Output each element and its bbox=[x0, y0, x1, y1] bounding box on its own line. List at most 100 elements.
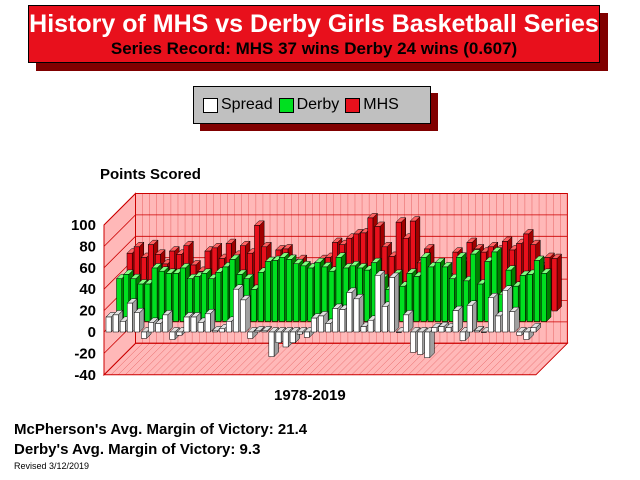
bar-spread bbox=[268, 331, 275, 357]
legend-swatch-derby bbox=[278, 97, 294, 113]
floor-grid-39 bbox=[379, 343, 412, 375]
legend-swatch-spread bbox=[203, 97, 218, 113]
y-tick-label: 20 bbox=[79, 303, 96, 320]
floor-grid-32 bbox=[330, 343, 363, 375]
bar-spread bbox=[162, 314, 169, 333]
bar-spread bbox=[219, 328, 225, 333]
bar-spread bbox=[388, 277, 395, 333]
bar-spread bbox=[141, 331, 147, 339]
legend-item-spread: Spread bbox=[203, 96, 273, 114]
floor-grid-11 bbox=[181, 343, 214, 375]
floor-grid-6 bbox=[146, 343, 179, 375]
floor-grid-2 bbox=[118, 343, 150, 375]
bar-spread bbox=[339, 309, 346, 333]
y-axis-ticks: 100 80 60 40 20 0 -20 -40 bbox=[71, 217, 96, 384]
floor-grid-8 bbox=[160, 343, 193, 375]
y-tick-label: 80 bbox=[79, 238, 96, 255]
legend-item-mhs: MHS bbox=[345, 96, 399, 114]
bar-spread bbox=[155, 323, 162, 333]
bar-spread-side bbox=[245, 294, 251, 333]
bar-derby bbox=[413, 276, 420, 322]
floor-grid-29 bbox=[309, 343, 341, 375]
mhs-margin-text: McPherson's Avg. Margin of Victory: 21.4 bbox=[14, 421, 307, 438]
bar-spread bbox=[289, 331, 296, 343]
y-tick-label: 0 bbox=[88, 324, 96, 341]
bar-spread bbox=[325, 323, 331, 333]
bar-derby bbox=[449, 278, 455, 322]
bar-spread bbox=[176, 331, 183, 336]
bar-spread bbox=[417, 331, 423, 355]
bar-spread bbox=[311, 317, 317, 333]
floor-grid-56 bbox=[500, 343, 533, 375]
bar-spread bbox=[480, 331, 487, 333]
floor-grid-26 bbox=[287, 343, 320, 375]
bar-derby bbox=[250, 289, 257, 322]
gridline-side-1 bbox=[103, 214, 136, 247]
bar-spread bbox=[240, 299, 246, 333]
floor-grid-45 bbox=[422, 343, 455, 375]
bar-spread bbox=[374, 275, 381, 333]
bar-spread bbox=[190, 316, 197, 333]
bar-spread bbox=[452, 310, 459, 333]
bar-derby bbox=[420, 257, 427, 322]
bar-spread bbox=[183, 316, 190, 333]
bar-derby bbox=[215, 272, 222, 322]
bar-derby bbox=[519, 275, 526, 322]
floor-grid-15 bbox=[210, 343, 242, 375]
floor-grid-13 bbox=[195, 343, 228, 375]
bar-spread bbox=[403, 314, 409, 333]
legend-label-spread: Spread bbox=[221, 96, 273, 113]
chart-bars bbox=[105, 212, 563, 359]
bar-spread bbox=[459, 331, 466, 341]
bar-derby bbox=[222, 266, 229, 322]
chart-title: History of MHS vs Derby Girls Basketball… bbox=[29, 10, 599, 38]
floor-grid-51 bbox=[464, 343, 497, 375]
bar-spread bbox=[381, 306, 388, 333]
bar-derby bbox=[172, 273, 179, 322]
y-tick-label: 60 bbox=[79, 260, 96, 277]
floor-grid-59 bbox=[521, 343, 554, 375]
floor-grid-0 bbox=[103, 343, 136, 375]
title-banner: History of MHS vs Derby Girls Basketball… bbox=[28, 5, 608, 71]
bar-spread bbox=[233, 288, 239, 333]
floor-grid-27 bbox=[295, 343, 327, 375]
bar-derby bbox=[533, 260, 540, 322]
floor-grid-21 bbox=[252, 343, 285, 375]
floor-grid-33 bbox=[337, 343, 370, 375]
bar-spread bbox=[495, 315, 501, 333]
bar-spread bbox=[211, 330, 218, 333]
bar-derby bbox=[484, 261, 491, 322]
floor-grid-35 bbox=[351, 343, 384, 375]
bar-spread bbox=[332, 308, 339, 333]
floor-grid-53 bbox=[479, 343, 511, 375]
floor-grid-34 bbox=[344, 343, 377, 375]
bar-derby bbox=[364, 269, 370, 322]
gridline-side-0 bbox=[103, 193, 136, 226]
derby-margin-text: Derby's Avg. Margin of Victory: 9.3 bbox=[14, 441, 260, 458]
bar-spread bbox=[431, 327, 438, 333]
floor-grid-16 bbox=[217, 343, 249, 375]
x-axis-label: 1978-2019 bbox=[274, 387, 346, 404]
legend-label-mhs: MHS bbox=[363, 96, 399, 113]
floor-grid-61 bbox=[535, 343, 568, 375]
bar-derby bbox=[286, 259, 292, 322]
floor-grid-28 bbox=[302, 343, 334, 375]
bar-spread bbox=[112, 314, 119, 333]
derby-margin-value: Derby's Avg. Margin of Victory: 9.3 bbox=[14, 441, 261, 458]
bar-derby bbox=[279, 257, 285, 322]
bar-derby bbox=[399, 285, 406, 322]
bar-spread bbox=[424, 331, 431, 358]
floor-grid-38 bbox=[372, 343, 405, 375]
bar-spread bbox=[247, 331, 254, 339]
floor-grid-30 bbox=[316, 343, 349, 375]
bar-mhs bbox=[551, 258, 558, 312]
floor-grid-55 bbox=[493, 343, 526, 375]
floor-grid-14 bbox=[202, 343, 235, 375]
bar-derby bbox=[144, 283, 151, 322]
floor-grid-4 bbox=[132, 343, 164, 375]
bar-spread-side bbox=[472, 300, 478, 333]
floor-grid-1 bbox=[110, 343, 143, 375]
bar-derby bbox=[264, 261, 271, 322]
bar-spread bbox=[466, 305, 473, 333]
gridline-side-2 bbox=[103, 236, 136, 269]
